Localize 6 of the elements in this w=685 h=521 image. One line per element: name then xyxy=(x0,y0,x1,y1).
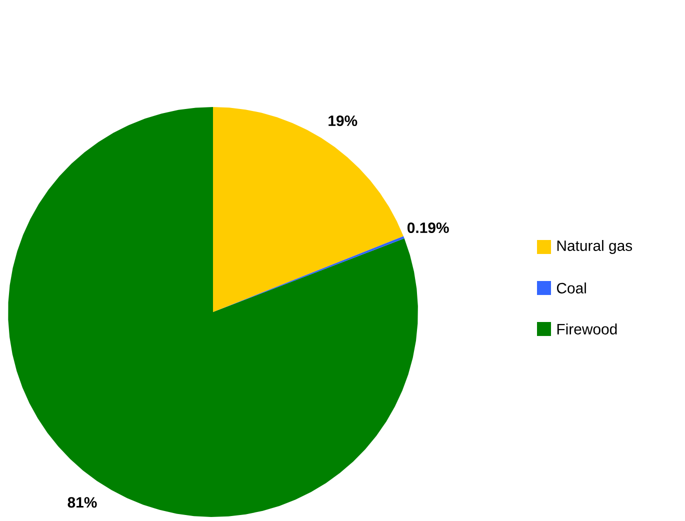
legend-label: Firewood xyxy=(557,324,617,334)
data-label: 19% xyxy=(328,115,358,126)
legend-label: Coal xyxy=(556,282,586,294)
data-label: 81% xyxy=(68,497,97,508)
legend-label: Natural gas xyxy=(557,240,632,254)
data-label: 0.19% xyxy=(408,222,449,234)
